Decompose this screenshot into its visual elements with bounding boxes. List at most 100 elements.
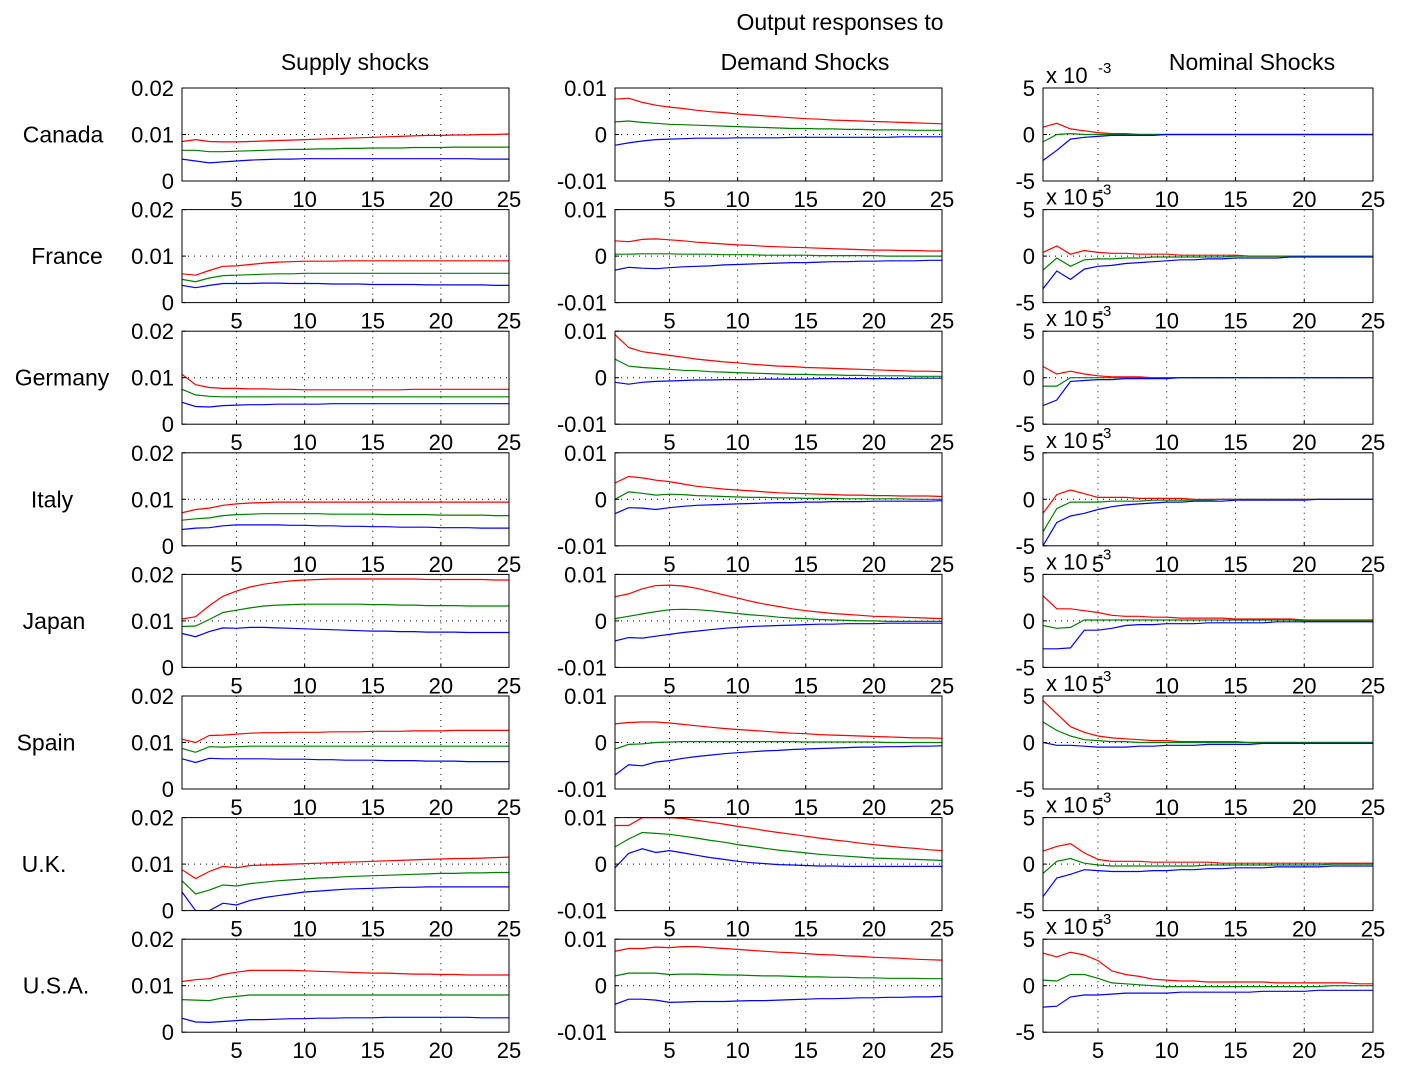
series-line-upper — [182, 373, 509, 391]
x-tick-label: 15 — [794, 795, 818, 820]
x-tick-label: 25 — [497, 187, 521, 212]
y-tick-label: -0.01 — [557, 899, 607, 924]
x-tick-label: 5 — [663, 673, 675, 698]
y-tick-label: 0 — [1023, 366, 1035, 391]
row-label-france: France — [31, 243, 103, 269]
panel-0-5: 5 10 15 20 25 0 0.01 0.02 — [131, 684, 521, 820]
x-tick-label: 20 — [429, 552, 453, 577]
y-tick-label: 0 — [1023, 123, 1035, 148]
series-line-point — [1043, 973, 1373, 988]
scale-multiplier-exponent: -3 — [1098, 668, 1111, 685]
x-tick-label: 5 — [1092, 430, 1104, 455]
series-line-lower — [615, 622, 942, 642]
x-tick-label: 5 — [663, 917, 675, 942]
row-label-spain: Spain — [17, 730, 76, 756]
x-tick-label: 5 — [1092, 1038, 1104, 1063]
x-tick-label: 10 — [292, 795, 316, 820]
x-tick-label: 20 — [862, 1038, 886, 1063]
x-tick-label: 10 — [1155, 309, 1179, 334]
panel-1-0: 5 10 15 20 25 -0.01 0 0.01 — [557, 76, 954, 212]
panel-1-4: 5 10 15 20 25 -0.01 0 0.01 — [557, 562, 954, 698]
y-tick-label: 5 — [1023, 76, 1035, 101]
series-line-lower — [182, 1016, 509, 1024]
series-line-upper — [1043, 365, 1373, 379]
series-line-point — [615, 253, 942, 257]
x-tick-label: 20 — [862, 309, 886, 334]
panel-1-1: 5 10 15 20 25 -0.01 0 0.01 — [557, 198, 954, 334]
x-tick-label: 5 — [1092, 673, 1104, 698]
y-tick-label: 0.01 — [564, 562, 607, 587]
series-line-lower — [1043, 377, 1373, 407]
series-line-upper — [182, 578, 509, 620]
y-tick-label: 0 — [162, 169, 174, 194]
series-line-lower — [1043, 133, 1373, 161]
x-tick-label: 15 — [1223, 1038, 1247, 1063]
series-line-upper — [1043, 842, 1373, 864]
y-tick-label: -5 — [1015, 534, 1035, 559]
row-label-japan: Japan — [23, 608, 86, 634]
x-tick-label: 5 — [663, 309, 675, 334]
x-tick-label: 15 — [1223, 187, 1247, 212]
axes-frame — [181, 330, 510, 425]
x-tick-label: 25 — [1361, 309, 1385, 334]
x-tick-label: 15 — [361, 917, 385, 942]
y-tick-label: 5 — [1023, 684, 1035, 709]
y-tick-label: 0.02 — [131, 319, 174, 344]
x-tick-label: 5 — [663, 552, 675, 577]
x-tick-label: 10 — [1155, 917, 1179, 942]
x-tick-label: 20 — [429, 1038, 453, 1063]
series-line-point — [182, 513, 509, 521]
x-tick-label: 10 — [1155, 552, 1179, 577]
y-tick-label: -5 — [1015, 655, 1035, 680]
series-line-upper — [615, 238, 942, 252]
x-tick-label: 5 — [1092, 187, 1104, 212]
series-line-lower — [182, 757, 509, 764]
scale-multiplier-label: x 10 — [1046, 671, 1088, 696]
x-tick-label: 5 — [1092, 552, 1104, 577]
x-tick-label: 15 — [361, 673, 385, 698]
axes-frame — [614, 938, 943, 1033]
y-tick-label: -0.01 — [557, 291, 607, 316]
row-label-italy: Italy — [31, 486, 74, 512]
series-line-lower — [615, 995, 942, 1005]
y-tick-label: 0 — [595, 852, 607, 877]
x-tick-label: 20 — [862, 552, 886, 577]
y-tick-label: 0 — [162, 655, 174, 680]
y-tick-label: 0 — [1023, 244, 1035, 269]
x-tick-label: 15 — [794, 187, 818, 212]
y-tick-label: 0 — [595, 487, 607, 512]
y-tick-label: 0.01 — [564, 198, 607, 223]
scale-multiplier-label: x 10 — [1046, 428, 1088, 453]
y-tick-label: 0 — [595, 244, 607, 269]
x-tick-label: 20 — [862, 187, 886, 212]
x-tick-label: 15 — [361, 795, 385, 820]
series-line-lower — [182, 401, 509, 408]
x-tick-label: 15 — [794, 1038, 818, 1063]
series-line-lower — [1043, 989, 1373, 1008]
y-tick-label: 0.02 — [131, 806, 174, 831]
x-tick-label: 20 — [1292, 187, 1316, 212]
x-tick-label: 20 — [1292, 795, 1316, 820]
panel-0-2: 5 10 15 20 25 0 0.01 0.02 — [131, 319, 521, 455]
x-tick-label: 20 — [862, 917, 886, 942]
series-line-point — [615, 120, 942, 131]
panel-1-2: 5 10 15 20 25 -0.01 0 0.01 — [557, 319, 954, 455]
series-line-point — [615, 491, 942, 500]
series-line-upper — [615, 475, 942, 498]
series-line-point — [182, 146, 509, 153]
y-tick-label: -5 — [1015, 412, 1035, 437]
x-tick-label: 10 — [292, 430, 316, 455]
y-tick-label: 0 — [1023, 609, 1035, 634]
scale-multiplier-exponent: -3 — [1098, 546, 1111, 563]
x-tick-label: 15 — [361, 1038, 385, 1063]
series-line-lower — [1043, 621, 1373, 650]
series-line-lower — [1043, 741, 1373, 748]
scale-multiplier-label: x 10 — [1046, 306, 1088, 331]
y-tick-label: -0.01 — [557, 777, 607, 802]
x-tick-label: 20 — [1292, 673, 1316, 698]
series-line-upper — [1043, 951, 1373, 985]
x-tick-label: 25 — [930, 795, 954, 820]
y-tick-label: 0.02 — [131, 562, 174, 587]
